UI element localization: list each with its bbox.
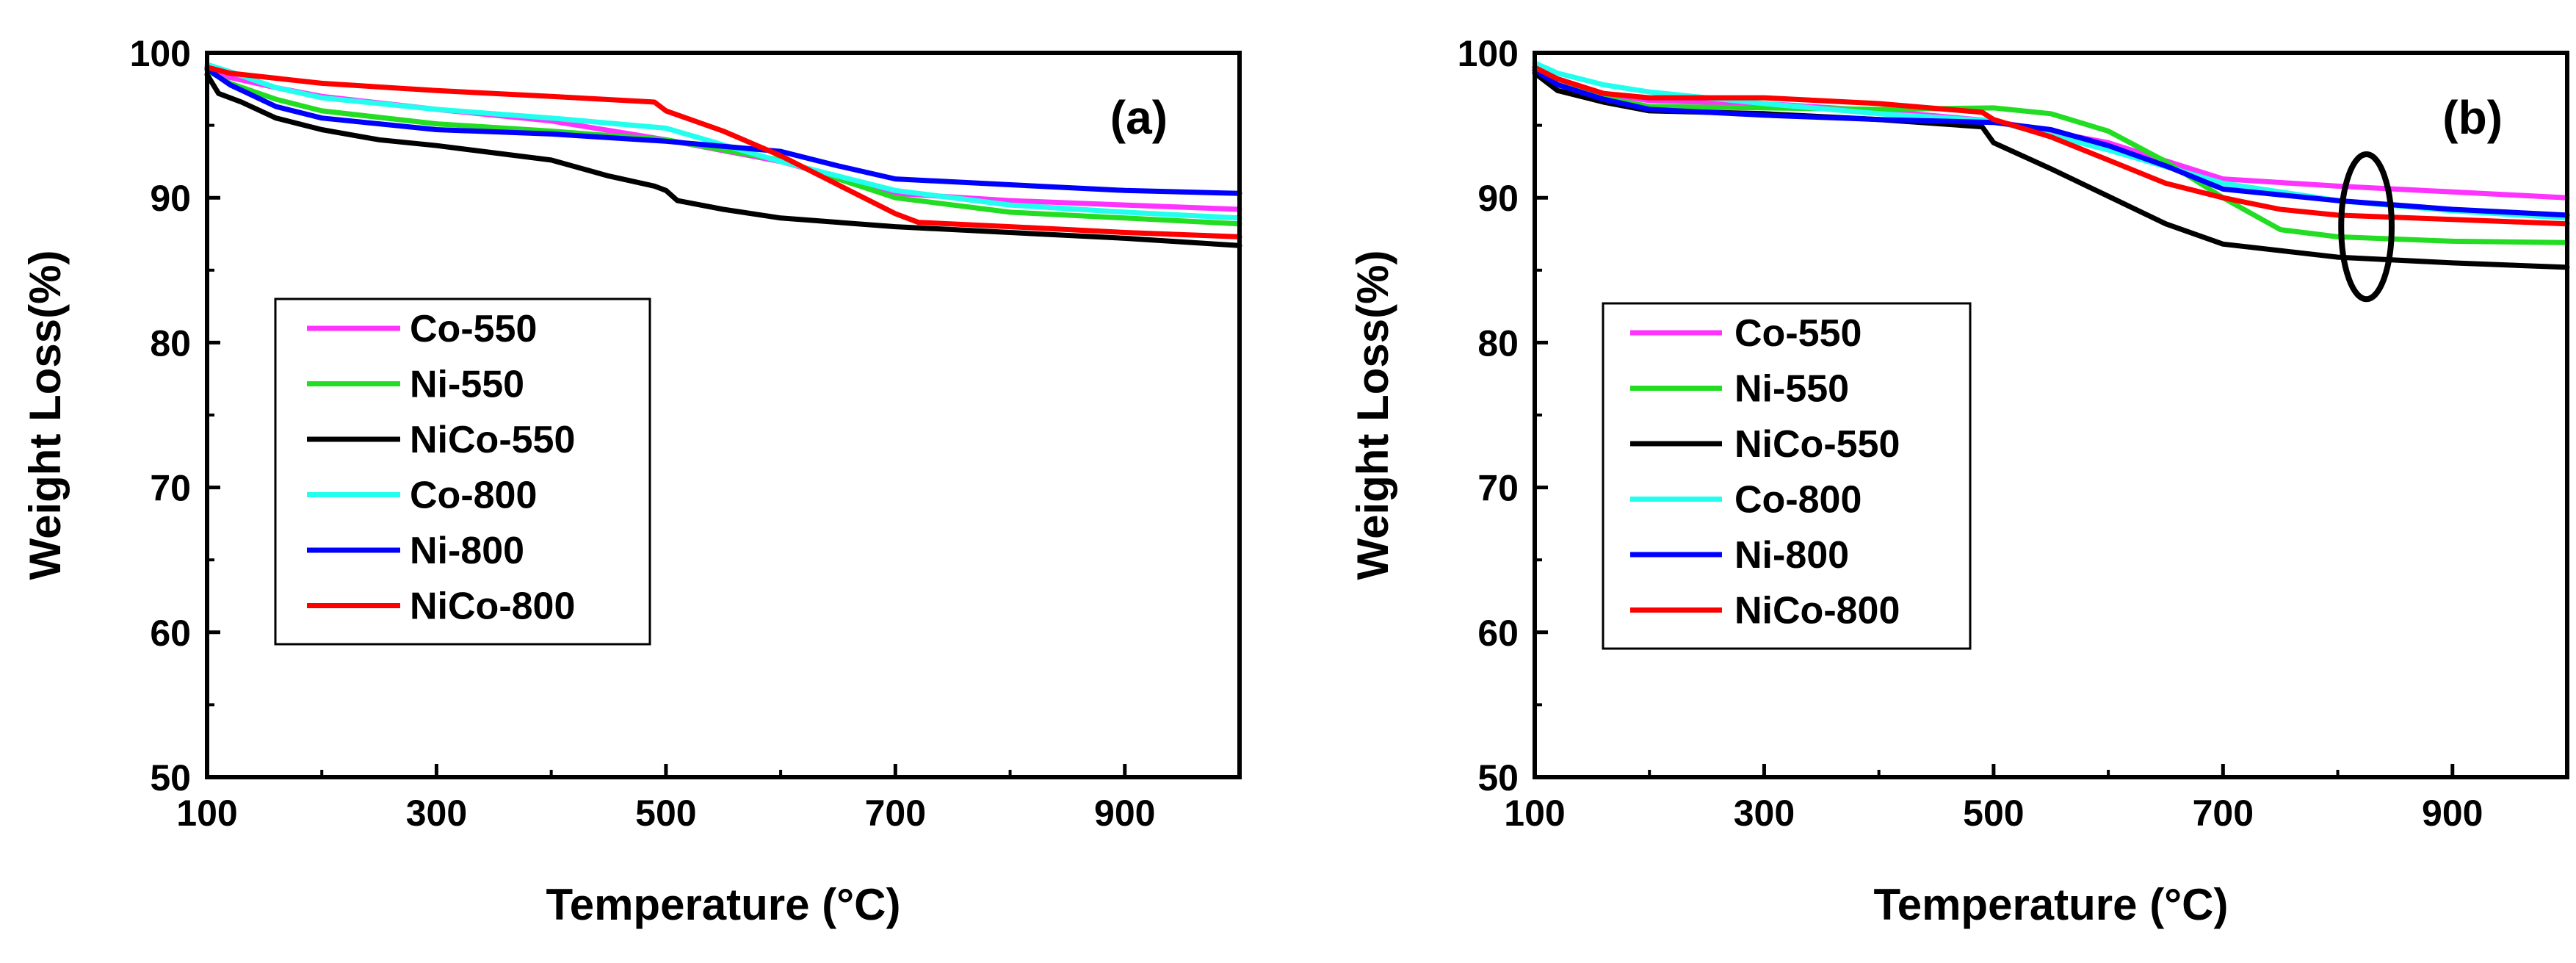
series-line-ni-800 [1532,68,2570,218]
y-tick-label: 60 [150,613,191,654]
legend-label: NiCo-550 [1734,423,1900,466]
x-tick-label: 100 [1504,793,1565,834]
legend-label: NiCo-800 [410,585,575,628]
legend-label: Ni-800 [410,530,524,572]
x-tick-label: 900 [1094,793,1155,834]
legend-label: Ni-550 [410,364,524,406]
x-tick-label: 100 [176,793,237,834]
series-line-nico-800 [1532,65,2570,227]
y-tick-label: 70 [1477,468,1519,509]
legend-label: Co-800 [1734,479,1862,522]
legend-label: Co-800 [410,475,537,517]
y-tick-label: 90 [150,178,191,219]
legend-label: Ni-800 [1734,534,1849,577]
legend-label: NiCo-550 [410,419,575,461]
x-tick-label: 700 [865,793,926,834]
x-tick-label: 300 [1734,793,1795,834]
highlight-ellipse [2338,151,2395,303]
y-tick-label: 70 [150,468,191,509]
y-tick-label: 100 [1458,33,1519,74]
panel-label: (b) [2442,91,2503,144]
legend-label: Ni-550 [1734,368,1849,411]
legend-box [274,297,651,646]
x-axis-title: Temperature (°C) [1874,880,2229,929]
x-tick-label: 900 [2422,793,2483,834]
x-tick-label: 700 [2193,793,2254,834]
legend-label: Co-550 [410,308,537,350]
legend: Co-550 Ni-550 NiCo-550 Co-800 Ni-800 NiCo-800 [274,297,651,646]
y-tick-label: 50 [150,757,191,798]
y-tick-label: 90 [1477,178,1519,219]
y-axis-title: Weight Loss(%) [21,250,70,580]
series-line-nico-800 [204,65,1242,239]
y-tick-label: 80 [1477,322,1519,364]
series-line-ni-800 [204,66,1242,196]
panel-label: (a) [1110,91,1168,144]
panel-b: 100 300 500 700 900 50 60 70 80 90 100 (b) Tempera… [1348,33,2570,929]
y-tick-label: 100 [130,33,191,74]
legend-label: Co-550 [1734,312,1862,355]
series-line-nico-550 [204,72,1242,248]
x-tick-label: 500 [635,793,696,834]
legend-label: NiCo-800 [1734,590,1900,632]
y-tick-label: 80 [150,322,191,364]
y-axis-title: Weight Loss(%) [1348,250,1397,580]
panel-a: 100 300 500 700 900 50 60 70 80 90 100 (a) Tempera… [21,33,1242,929]
y-tick-label: 60 [1477,613,1519,654]
x-tick-label: 500 [1963,793,2024,834]
series-line-co-550 [1532,65,2570,201]
y-tick-label: 50 [1477,757,1519,798]
legend-box [1602,302,1972,650]
series-line-co-800 [1532,60,2570,221]
series-line-co-800 [204,62,1242,221]
x-axis-title: Temperature (°C) [546,880,901,929]
x-tick-label: 300 [406,793,467,834]
legend: Co-550 Ni-550 NiCo-550 Co-800 Ni-800 NiCo-800 [1602,302,1972,650]
